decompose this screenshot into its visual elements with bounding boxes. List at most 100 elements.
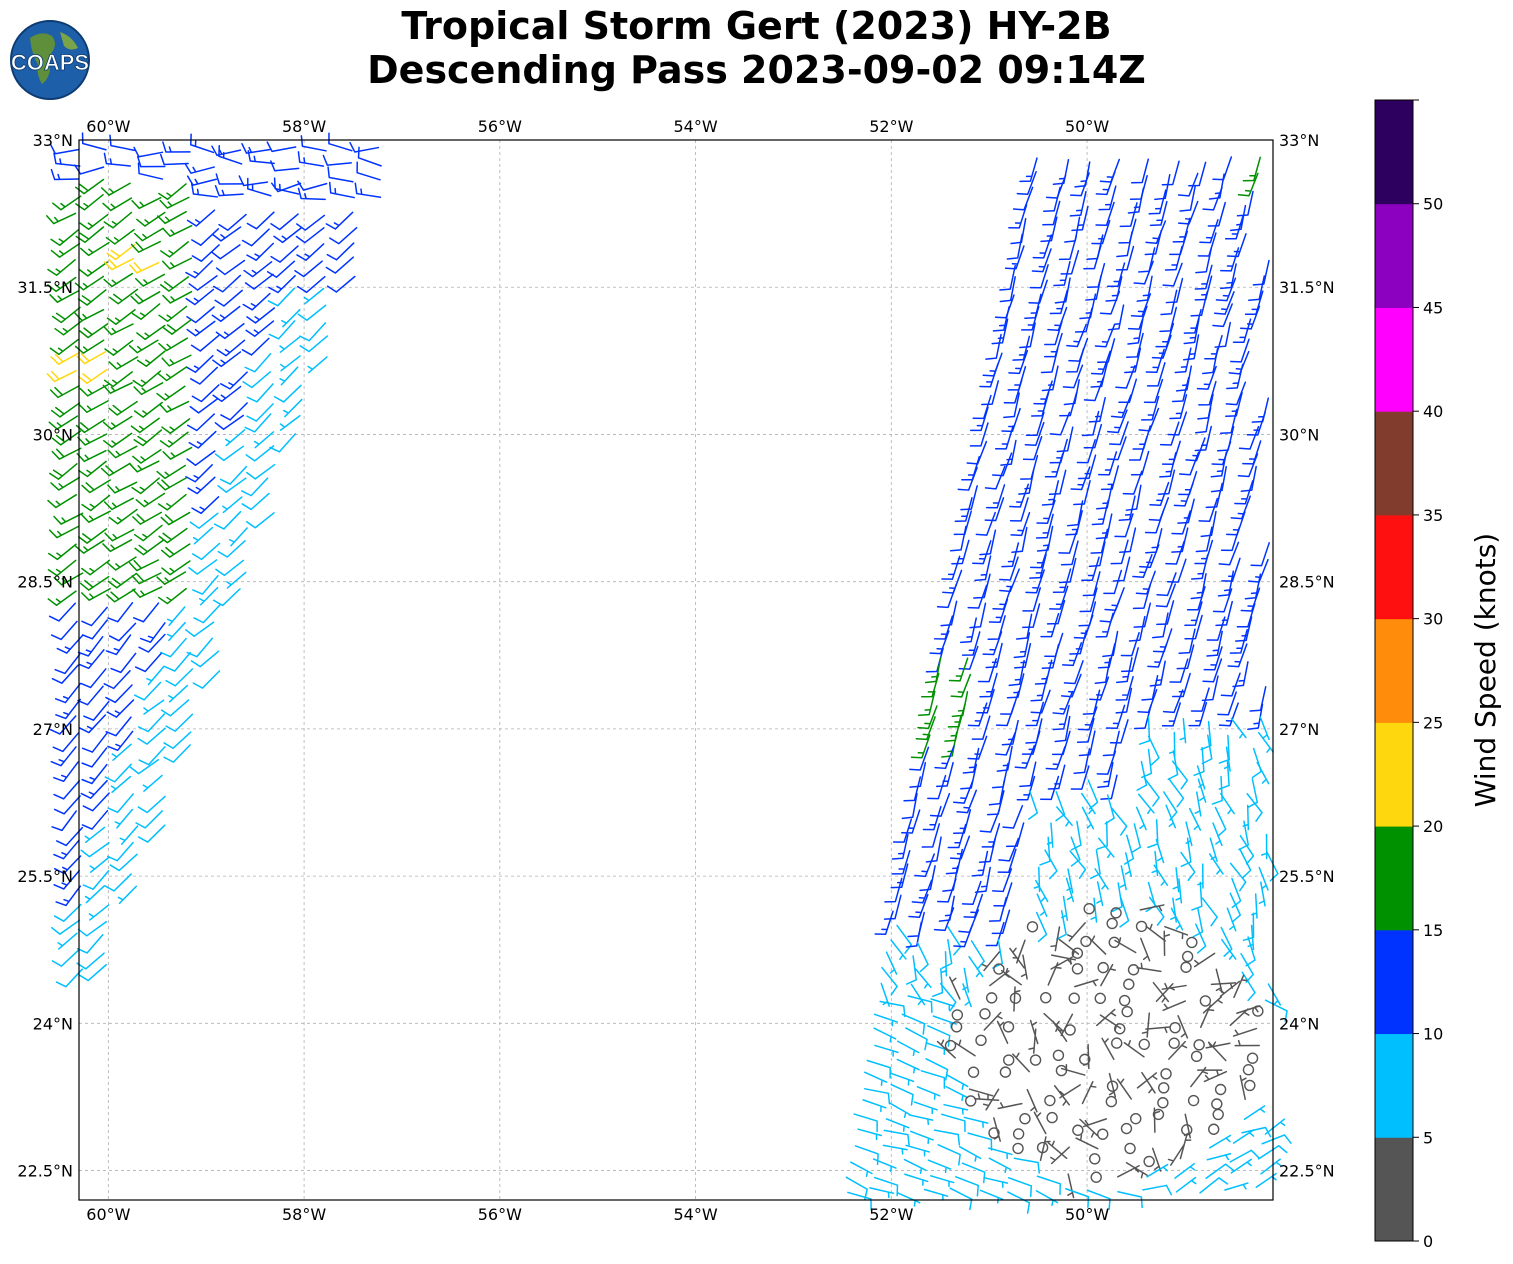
wind-barb <box>133 146 164 158</box>
wind-barb <box>1012 1128 1025 1140</box>
wind-barb <box>357 146 382 167</box>
wind-barb <box>128 339 159 354</box>
wind-barb <box>1077 706 1098 731</box>
wind-barb <box>349 141 380 153</box>
wind-barb <box>1229 1008 1250 1027</box>
wind-barb <box>213 510 242 530</box>
wind-barb <box>1130 1112 1142 1125</box>
lon-tick-label-top: 50°W <box>1065 117 1109 136</box>
wind-barb <box>1058 235 1078 261</box>
wind-barb <box>1031 248 1052 273</box>
wind-barb <box>1117 1191 1143 1209</box>
wind-barb <box>1252 259 1270 286</box>
wind-barb <box>1219 408 1238 435</box>
wind-barb <box>951 539 970 565</box>
wind-barb <box>1215 277 1237 302</box>
wind-barb <box>1009 497 1029 522</box>
wind-barb <box>1045 745 1066 770</box>
wind-barb <box>106 309 136 326</box>
wind-barb <box>1232 318 1252 344</box>
wind-barb <box>1162 689 1184 714</box>
wind-barb <box>168 684 189 703</box>
wind-barb <box>896 1040 920 1057</box>
wind-barb <box>241 477 269 497</box>
wind-barb <box>79 383 110 397</box>
wind-barb <box>84 826 106 844</box>
wind-barb <box>1049 585 1069 610</box>
wind-barb <box>998 837 1020 862</box>
wind-barb <box>1179 717 1187 744</box>
wind-barb <box>50 229 80 246</box>
wind-barb <box>191 542 221 561</box>
wind-barb <box>1116 231 1133 258</box>
wind-barb <box>1146 362 1166 387</box>
wind-barb <box>133 227 164 242</box>
wind-barb <box>1102 730 1120 757</box>
wind-barb <box>1056 806 1073 827</box>
wind-barb <box>891 850 911 875</box>
wind-barb <box>1140 937 1151 962</box>
wind-barb <box>165 713 194 732</box>
wind-barb <box>1081 1081 1097 1105</box>
wind-barb <box>1194 791 1202 817</box>
wind-barb <box>215 173 245 185</box>
wind-barb <box>983 1176 1009 1188</box>
wind-barb <box>1079 293 1097 320</box>
wind-barb <box>854 1145 879 1166</box>
wind-barb <box>296 243 325 261</box>
wind-barb <box>983 1011 1003 1031</box>
wind-barb <box>1073 614 1094 639</box>
wind-barb <box>136 211 166 227</box>
wind-barb <box>1179 1134 1192 1160</box>
wind-barb <box>76 351 107 365</box>
wind-barb <box>75 418 106 434</box>
wind-barb <box>189 397 219 414</box>
wind-barb <box>905 955 917 985</box>
wind-barb <box>77 635 104 657</box>
wind-barb <box>1123 834 1135 865</box>
wind-barb <box>1212 588 1233 613</box>
wind-barb <box>270 182 302 193</box>
colorbar-tick-label: 5 <box>1423 1128 1433 1147</box>
wind-barb <box>186 450 216 466</box>
wind-barb <box>992 585 1013 610</box>
wind-barb <box>896 1058 920 1074</box>
wind-barb <box>159 276 190 292</box>
wind-barb <box>241 143 271 154</box>
wind-barb <box>158 587 187 605</box>
wind-barb <box>246 242 275 261</box>
wind-barb <box>82 870 110 890</box>
wind-barb <box>883 894 902 920</box>
wind-barb <box>131 477 160 495</box>
wind-barb <box>1230 717 1247 739</box>
wind-barb <box>967 1066 980 1078</box>
wind-barb <box>76 934 104 954</box>
wind-barb <box>53 761 79 783</box>
wind-barb <box>184 163 215 174</box>
wind-barb <box>1162 262 1183 287</box>
wind-barb <box>218 145 243 165</box>
wind-barb <box>1118 495 1136 522</box>
wind-barb <box>1070 820 1082 851</box>
wind-barb <box>158 183 187 201</box>
wind-barb <box>1144 509 1165 534</box>
colorbar-tick-label: 35 <box>1423 506 1443 525</box>
wind-barb <box>1149 200 1168 227</box>
wind-barb <box>46 212 77 225</box>
wind-barb <box>1260 1158 1282 1175</box>
wind-barb <box>1185 437 1206 462</box>
wind-barb <box>129 759 160 775</box>
wind-barb <box>1264 999 1288 1022</box>
wind-barb <box>325 211 354 230</box>
wind-barb <box>888 1102 911 1119</box>
wind-barb <box>869 1187 895 1199</box>
wind-barb <box>245 512 275 529</box>
wind-barb <box>1232 1129 1255 1144</box>
wind-barb <box>985 484 1006 509</box>
wind-barb <box>266 141 297 153</box>
wind-barb <box>160 511 191 526</box>
wind-barb <box>55 698 82 720</box>
wind-barb <box>905 1144 931 1157</box>
wind-barb <box>957 466 978 491</box>
wind-barb <box>1010 511 1031 537</box>
